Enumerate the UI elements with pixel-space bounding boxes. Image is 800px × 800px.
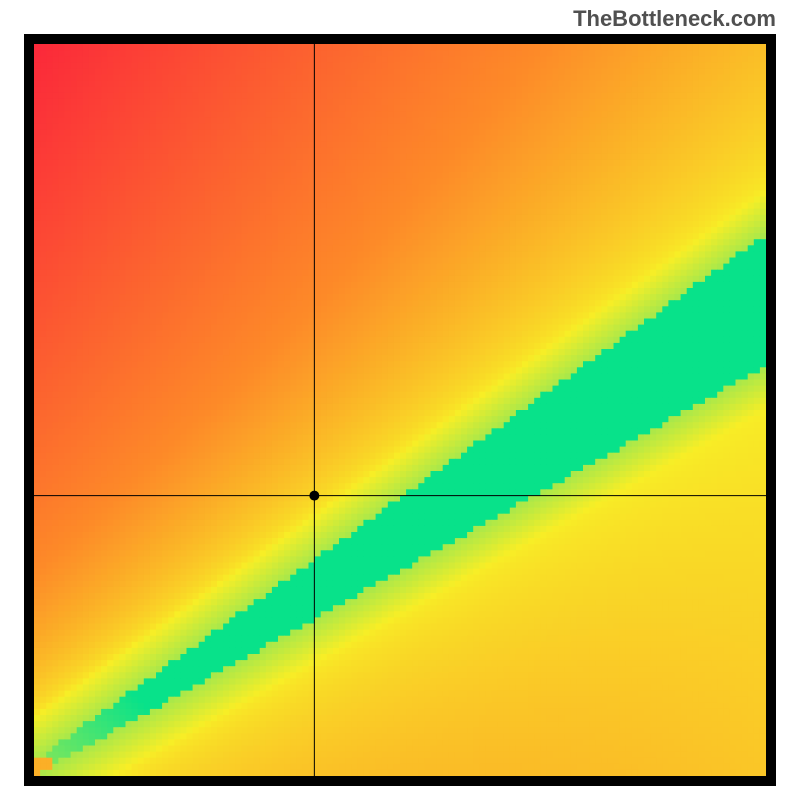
watermark-text: TheBottleneck.com bbox=[573, 6, 776, 32]
crosshair-marker bbox=[309, 491, 319, 501]
heatmap bbox=[34, 44, 767, 777]
heatmap-plot bbox=[24, 34, 776, 786]
